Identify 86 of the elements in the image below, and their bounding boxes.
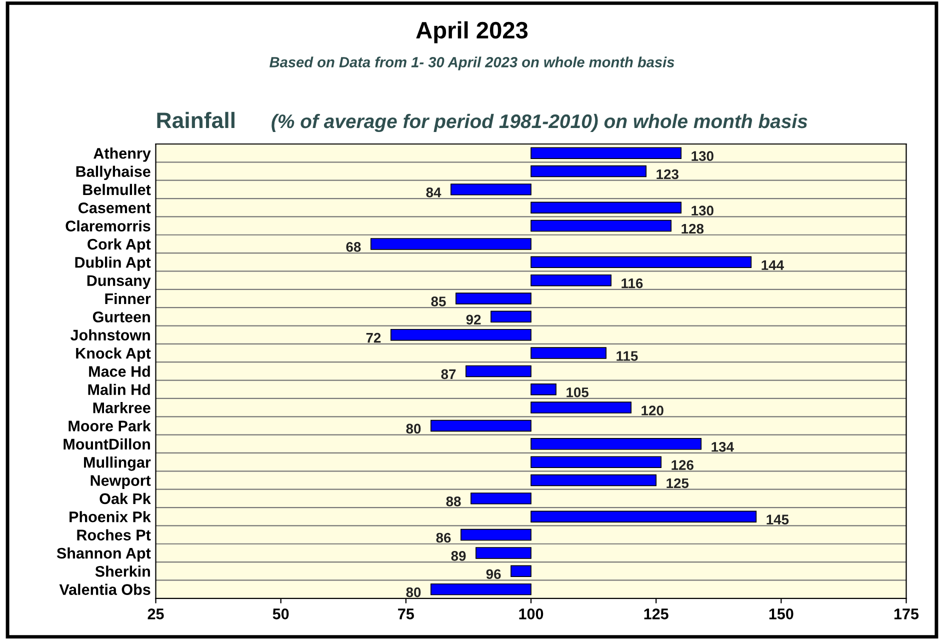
x-tick-label: 100 bbox=[519, 608, 544, 620]
y-tick-label: Johnstown bbox=[70, 329, 150, 341]
y-tick-label: Gurteen bbox=[92, 312, 150, 322]
bar bbox=[460, 528, 532, 541]
text: Rainfall bbox=[157, 112, 234, 128]
y-tick-label: Oak Pk bbox=[100, 492, 151, 504]
y-tick-label: Finner bbox=[105, 292, 151, 304]
data-label: 86 bbox=[436, 532, 451, 543]
y-tick-label: Sherkin bbox=[95, 566, 150, 577]
data-label: 72 bbox=[366, 332, 381, 343]
y-tick-label: Newport bbox=[90, 475, 151, 489]
bar bbox=[476, 547, 532, 559]
data-label: 130 bbox=[692, 151, 714, 162]
bar bbox=[530, 165, 646, 178]
data-label: 123 bbox=[656, 169, 678, 180]
x-tick-label: 125 bbox=[644, 608, 668, 620]
x-tick-label: 150 bbox=[769, 608, 794, 620]
x-tick-label: 75 bbox=[398, 608, 414, 620]
chart-subtitle: Based on Data from 1- 30 April 2023 on whole month basis bbox=[270, 56, 674, 70]
y-tick-label: Ballyhaise bbox=[76, 166, 150, 180]
data-label: 115 bbox=[616, 351, 638, 361]
data-label: 128 bbox=[682, 224, 704, 234]
y-tick-label: Malin Hd bbox=[88, 384, 150, 396]
y-tick-label: Valentia Obs bbox=[59, 584, 150, 595]
bar bbox=[390, 328, 532, 341]
y-tick-label: Mullingar bbox=[84, 456, 151, 471]
x-tick-label: 25 bbox=[148, 608, 164, 620]
bar bbox=[530, 147, 682, 159]
data-label: 130 bbox=[692, 206, 714, 216]
data-label: 68 bbox=[346, 242, 361, 252]
bar bbox=[430, 583, 532, 596]
bar bbox=[430, 420, 532, 432]
y-tick-label: Cork Apt bbox=[88, 238, 151, 253]
y-tick-label: Dublin Apt bbox=[75, 256, 151, 271]
bar bbox=[466, 365, 532, 378]
y-tick-label: MountDillon bbox=[64, 438, 150, 450]
y-tick-label: Belmullet bbox=[83, 184, 151, 196]
y-tick-label: Mace Hd bbox=[89, 366, 150, 377]
data-label: 92 bbox=[466, 314, 481, 325]
bar bbox=[530, 474, 656, 486]
bar bbox=[450, 184, 532, 196]
data-label: 105 bbox=[566, 387, 589, 398]
data-label: 80 bbox=[406, 587, 421, 598]
bar bbox=[530, 510, 757, 522]
data-label: 89 bbox=[451, 551, 466, 561]
data-label: 125 bbox=[666, 478, 689, 488]
chart-title: April 2023 bbox=[416, 21, 528, 44]
bar bbox=[470, 492, 532, 504]
bar bbox=[530, 274, 612, 286]
data-label: 80 bbox=[406, 424, 421, 434]
data-label: 144 bbox=[762, 260, 784, 270]
bar bbox=[530, 220, 672, 232]
data-label: 84 bbox=[426, 188, 442, 198]
data-label: 87 bbox=[441, 369, 456, 380]
y-tick-label: Casement bbox=[78, 202, 151, 214]
y-tick-label: Phoenix Pk bbox=[70, 511, 151, 522]
data-label: 88 bbox=[446, 496, 461, 506]
bar bbox=[530, 438, 702, 450]
x-tick-label: 50 bbox=[272, 608, 289, 620]
data-label: 145 bbox=[766, 514, 789, 525]
bar bbox=[530, 347, 606, 359]
bar bbox=[530, 256, 752, 268]
x-tick-label: 175 bbox=[894, 608, 919, 620]
y-tick-label: Roches Pt bbox=[77, 529, 151, 540]
bar bbox=[530, 202, 682, 214]
y-tick-label: Moore Park bbox=[68, 420, 151, 432]
data-label: 85 bbox=[431, 296, 446, 306]
y-tick-label: Dunsany bbox=[87, 275, 151, 290]
data-label: 96 bbox=[486, 569, 501, 580]
bar bbox=[510, 565, 532, 578]
bar bbox=[370, 238, 532, 250]
bar bbox=[490, 310, 532, 323]
bar bbox=[530, 402, 632, 414]
y-tick-label: Knock Apt bbox=[76, 347, 151, 362]
bar bbox=[530, 456, 662, 468]
y-tick-label: Athenry bbox=[94, 148, 151, 162]
data-label: 134 bbox=[712, 442, 734, 452]
text: (% of average for period 1981-2010) on whole month basis bbox=[272, 114, 808, 132]
y-tick-label: Claremorris bbox=[66, 220, 150, 232]
data-label: 120 bbox=[642, 406, 664, 416]
bar bbox=[530, 384, 556, 396]
y-tick-label: Shannon Apt bbox=[56, 547, 151, 562]
data-label: 126 bbox=[672, 460, 694, 470]
y-tick-label: Markree bbox=[93, 402, 150, 414]
data-label: 116 bbox=[622, 278, 643, 288]
bar bbox=[456, 292, 532, 304]
